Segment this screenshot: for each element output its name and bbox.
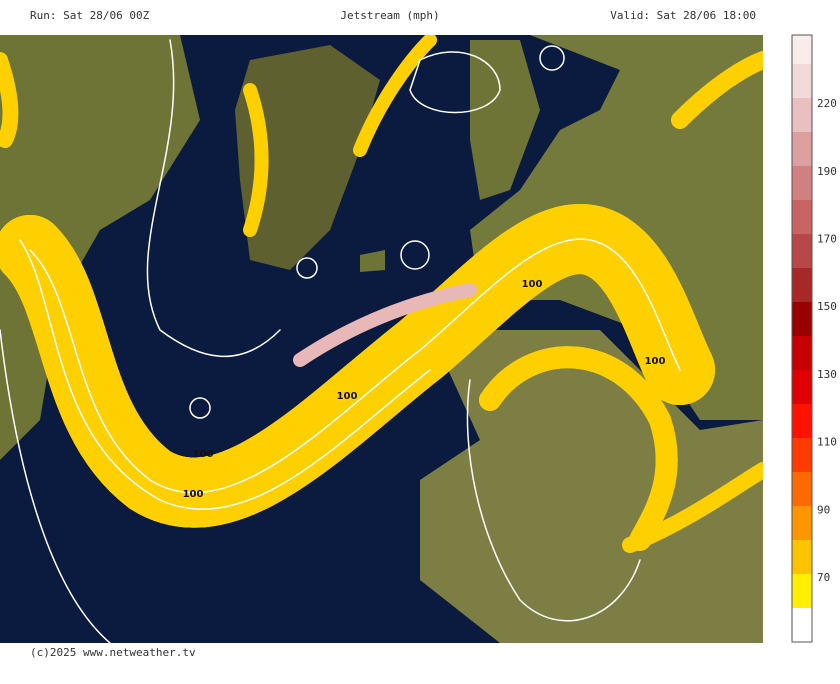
colorbar-swatch xyxy=(792,608,812,642)
colorbar-label: 130 xyxy=(817,368,837,381)
colorbar-swatch xyxy=(792,336,812,370)
colorbar-swatch xyxy=(792,64,812,98)
colorbar: 70 90 110 130 150 170 190 220 xyxy=(791,34,837,643)
valid-label: Valid: Sat 28/06 18:00 xyxy=(610,9,756,22)
colorbar-swatch xyxy=(792,404,812,438)
colorbar-swatch xyxy=(792,268,812,302)
colorbar-label: 170 xyxy=(817,233,837,246)
colorbar-swatch xyxy=(792,506,812,540)
contour-label: 100 xyxy=(337,391,358,402)
colorbar-label: 70 xyxy=(817,571,830,584)
colorbar-label: 110 xyxy=(817,436,837,449)
footer: (c)2025 www.netweather.tv xyxy=(30,646,196,659)
contour-label: 100 xyxy=(522,279,543,290)
colorbar-frame xyxy=(791,34,813,643)
colorbar-swatch xyxy=(792,574,812,608)
run-label: Run: Sat 28/06 00Z xyxy=(30,9,150,22)
colorbar-swatch xyxy=(792,234,812,268)
colorbar-swatch xyxy=(792,35,812,64)
contour-label: 100 xyxy=(645,356,666,367)
contour-label: 100 xyxy=(193,449,214,460)
title: Jetstream (mph) xyxy=(340,9,439,22)
colorbar-label: 90 xyxy=(817,503,830,516)
map: 100 100 100 100 100 xyxy=(0,35,763,643)
colorbar-swatch xyxy=(792,438,812,472)
colorbar-swatch xyxy=(792,166,812,200)
colorbar-swatch xyxy=(792,472,812,506)
colorbar-swatch xyxy=(792,132,812,166)
colorbar-label: 190 xyxy=(817,165,837,178)
contour-label: 100 xyxy=(183,489,204,500)
colorbar-swatch xyxy=(792,98,812,132)
colorbar-swatch xyxy=(792,302,812,336)
colorbar-swatch xyxy=(792,200,812,234)
colorbar-label: 220 xyxy=(817,97,837,110)
colorbar-label: 150 xyxy=(817,300,837,313)
colorbar-swatch xyxy=(792,370,812,404)
colorbar-swatch xyxy=(792,540,812,574)
